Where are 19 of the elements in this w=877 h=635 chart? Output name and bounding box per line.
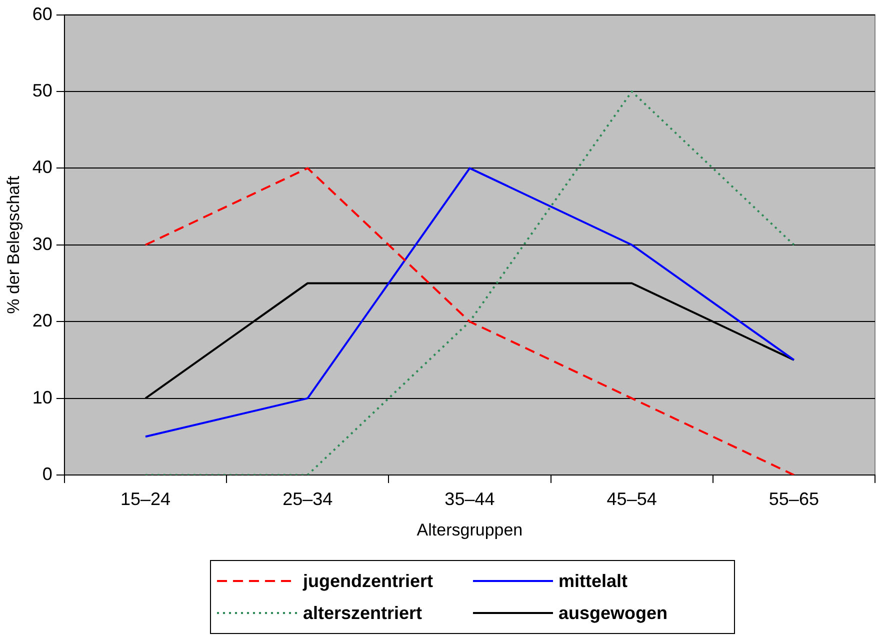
legend-label: jugendzentriert [303, 570, 434, 592]
x-tick-label: 35–44 [444, 488, 495, 509]
y-tick-label: 30 [32, 234, 52, 254]
legend-label: ausgewogen [558, 602, 668, 624]
x-tick-label: 45–54 [606, 488, 657, 509]
y-tick-label: 10 [32, 387, 52, 408]
y-tick-label: 60 [32, 4, 52, 24]
x-tick-label: 25–34 [282, 488, 333, 509]
legend-label: alterszentriert [303, 602, 422, 624]
y-tick-label: 20 [32, 310, 52, 331]
x-tick-label: 55–65 [768, 488, 819, 509]
legend-label: mittelalt [558, 570, 628, 592]
y-tick-label: 40 [32, 157, 52, 178]
x-tick-label: 15–24 [120, 488, 171, 509]
y-tick-label: 50 [32, 80, 52, 100]
y-axis-title: % der Belegschaft [4, 176, 23, 314]
x-axis-title: Altersgruppen [416, 520, 523, 540]
line-series [144, 90, 795, 475]
y-tick-label: 0 [42, 464, 52, 484]
